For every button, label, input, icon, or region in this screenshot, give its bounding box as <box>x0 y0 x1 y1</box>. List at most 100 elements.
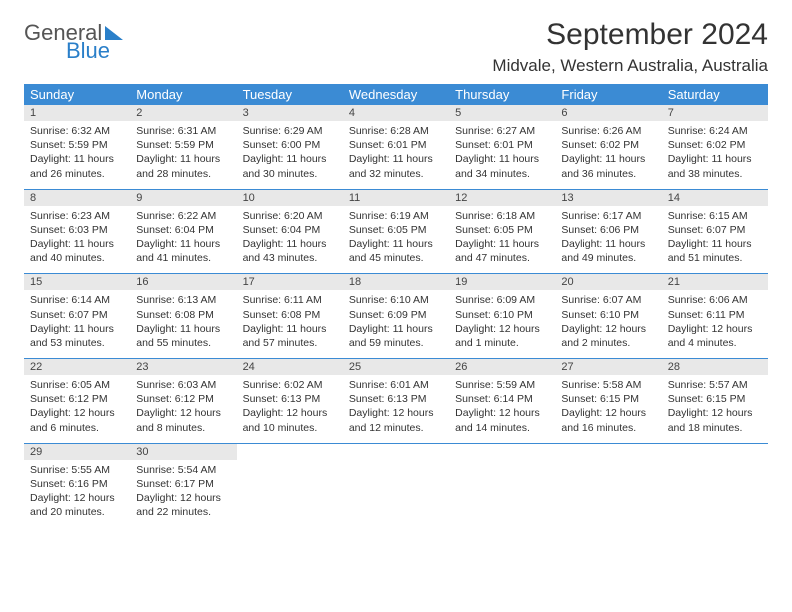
daylight-text: Daylight: 11 hours and 30 minutes. <box>243 152 337 180</box>
week-row: 2930Sunrise: 5:55 AMSunset: 6:16 PMDayli… <box>24 443 768 528</box>
day-cell: Sunrise: 6:17 AMSunset: 6:06 PMDaylight:… <box>555 206 661 274</box>
daylight-text: Daylight: 11 hours and 51 minutes. <box>668 237 762 265</box>
day-cell: Sunrise: 6:19 AMSunset: 6:05 PMDaylight:… <box>343 206 449 274</box>
day-number: 16 <box>130 274 236 290</box>
sunset-text: Sunset: 5:59 PM <box>136 138 230 152</box>
daylight-text: Daylight: 11 hours and 32 minutes. <box>349 152 443 180</box>
day-cell <box>555 460 661 528</box>
day-number: 17 <box>237 274 343 290</box>
sunrise-text: Sunrise: 6:05 AM <box>30 378 124 392</box>
day-number: 3 <box>237 105 343 121</box>
sunrise-text: Sunrise: 6:28 AM <box>349 124 443 138</box>
day-cell: Sunrise: 5:54 AMSunset: 6:17 PMDaylight:… <box>130 460 236 528</box>
daylight-text: Daylight: 11 hours and 49 minutes. <box>561 237 655 265</box>
sunrise-text: Sunrise: 6:17 AM <box>561 209 655 223</box>
sunset-text: Sunset: 6:11 PM <box>668 308 762 322</box>
sunset-text: Sunset: 6:16 PM <box>30 477 124 491</box>
day-cell: Sunrise: 6:10 AMSunset: 6:09 PMDaylight:… <box>343 290 449 358</box>
sunset-text: Sunset: 6:03 PM <box>30 223 124 237</box>
sunset-text: Sunset: 5:59 PM <box>30 138 124 152</box>
day-number: 26 <box>449 359 555 375</box>
daylight-text: Daylight: 12 hours and 20 minutes. <box>30 491 124 519</box>
day-cell: Sunrise: 5:59 AMSunset: 6:14 PMDaylight:… <box>449 375 555 443</box>
week-row: 22232425262728Sunrise: 6:05 AMSunset: 6:… <box>24 358 768 443</box>
day-cell: Sunrise: 5:55 AMSunset: 6:16 PMDaylight:… <box>24 460 130 528</box>
sunset-text: Sunset: 6:14 PM <box>455 392 549 406</box>
sunrise-text: Sunrise: 6:06 AM <box>668 293 762 307</box>
sunset-text: Sunset: 6:10 PM <box>561 308 655 322</box>
sunrise-text: Sunrise: 6:13 AM <box>136 293 230 307</box>
month-title: September 2024 <box>492 18 768 52</box>
day-number: 29 <box>24 444 130 460</box>
daylight-text: Daylight: 11 hours and 36 minutes. <box>561 152 655 180</box>
day-cell: Sunrise: 6:09 AMSunset: 6:10 PMDaylight:… <box>449 290 555 358</box>
location: Midvale, Western Australia, Australia <box>492 56 768 76</box>
weekday-header: Sunday Monday Tuesday Wednesday Thursday… <box>24 84 768 105</box>
sunrise-text: Sunrise: 6:27 AM <box>455 124 549 138</box>
daylight-text: Daylight: 11 hours and 59 minutes. <box>349 322 443 350</box>
sunrise-text: Sunrise: 6:26 AM <box>561 124 655 138</box>
day-cell: Sunrise: 6:20 AMSunset: 6:04 PMDaylight:… <box>237 206 343 274</box>
daylight-text: Daylight: 11 hours and 53 minutes. <box>30 322 124 350</box>
sunrise-text: Sunrise: 6:09 AM <box>455 293 549 307</box>
day-cell: Sunrise: 6:26 AMSunset: 6:02 PMDaylight:… <box>555 121 661 189</box>
daylight-text: Daylight: 11 hours and 57 minutes. <box>243 322 337 350</box>
daylight-text: Daylight: 12 hours and 14 minutes. <box>455 406 549 434</box>
sunrise-text: Sunrise: 6:10 AM <box>349 293 443 307</box>
daylight-text: Daylight: 12 hours and 1 minute. <box>455 322 549 350</box>
day-cell: Sunrise: 6:14 AMSunset: 6:07 PMDaylight:… <box>24 290 130 358</box>
logo-word2: Blue <box>66 40 123 62</box>
sunrise-text: Sunrise: 6:18 AM <box>455 209 549 223</box>
daylight-text: Daylight: 11 hours and 55 minutes. <box>136 322 230 350</box>
day-cell: Sunrise: 6:31 AMSunset: 5:59 PMDaylight:… <box>130 121 236 189</box>
daylight-text: Daylight: 11 hours and 43 minutes. <box>243 237 337 265</box>
day-number: 19 <box>449 274 555 290</box>
weekday-monday: Monday <box>130 84 236 105</box>
day-number: 12 <box>449 190 555 206</box>
sunset-text: Sunset: 6:02 PM <box>561 138 655 152</box>
sunrise-text: Sunrise: 6:32 AM <box>30 124 124 138</box>
day-number: 11 <box>343 190 449 206</box>
daylight-text: Daylight: 12 hours and 4 minutes. <box>668 322 762 350</box>
sunset-text: Sunset: 6:17 PM <box>136 477 230 491</box>
weeks-container: 1234567Sunrise: 6:32 AMSunset: 5:59 PMDa… <box>24 105 768 527</box>
sunrise-text: Sunrise: 6:03 AM <box>136 378 230 392</box>
sunset-text: Sunset: 6:04 PM <box>136 223 230 237</box>
day-number: 22 <box>24 359 130 375</box>
day-number: 23 <box>130 359 236 375</box>
sunset-text: Sunset: 6:12 PM <box>30 392 124 406</box>
sunset-text: Sunset: 6:13 PM <box>349 392 443 406</box>
calendar: Sunday Monday Tuesday Wednesday Thursday… <box>24 84 768 527</box>
day-number: 13 <box>555 190 661 206</box>
sunset-text: Sunset: 6:07 PM <box>30 308 124 322</box>
day-cell: Sunrise: 6:02 AMSunset: 6:13 PMDaylight:… <box>237 375 343 443</box>
sunrise-text: Sunrise: 6:01 AM <box>349 378 443 392</box>
daylight-text: Daylight: 11 hours and 38 minutes. <box>668 152 762 180</box>
day-number: 9 <box>130 190 236 206</box>
sunset-text: Sunset: 6:09 PM <box>349 308 443 322</box>
day-number: 8 <box>24 190 130 206</box>
day-number <box>555 444 661 460</box>
sunrise-text: Sunrise: 5:54 AM <box>136 463 230 477</box>
day-number: 14 <box>662 190 768 206</box>
title-block: September 2024 Midvale, Western Australi… <box>492 18 768 76</box>
sunset-text: Sunset: 6:13 PM <box>243 392 337 406</box>
day-cell: Sunrise: 6:28 AMSunset: 6:01 PMDaylight:… <box>343 121 449 189</box>
day-cell: Sunrise: 6:03 AMSunset: 6:12 PMDaylight:… <box>130 375 236 443</box>
day-cell: Sunrise: 5:58 AMSunset: 6:15 PMDaylight:… <box>555 375 661 443</box>
daylight-text: Daylight: 12 hours and 22 minutes. <box>136 491 230 519</box>
day-cell <box>449 460 555 528</box>
day-cell: Sunrise: 6:24 AMSunset: 6:02 PMDaylight:… <box>662 121 768 189</box>
day-number: 4 <box>343 105 449 121</box>
day-cell: Sunrise: 6:18 AMSunset: 6:05 PMDaylight:… <box>449 206 555 274</box>
header: General Blue September 2024 Midvale, Wes… <box>24 18 768 76</box>
day-cell <box>343 460 449 528</box>
sunset-text: Sunset: 6:15 PM <box>668 392 762 406</box>
sunset-text: Sunset: 6:02 PM <box>668 138 762 152</box>
week-row: 1234567Sunrise: 6:32 AMSunset: 5:59 PMDa… <box>24 105 768 189</box>
weekday-tuesday: Tuesday <box>237 84 343 105</box>
sunrise-text: Sunrise: 6:02 AM <box>243 378 337 392</box>
daylight-text: Daylight: 12 hours and 8 minutes. <box>136 406 230 434</box>
sunset-text: Sunset: 6:01 PM <box>455 138 549 152</box>
sunset-text: Sunset: 6:07 PM <box>668 223 762 237</box>
